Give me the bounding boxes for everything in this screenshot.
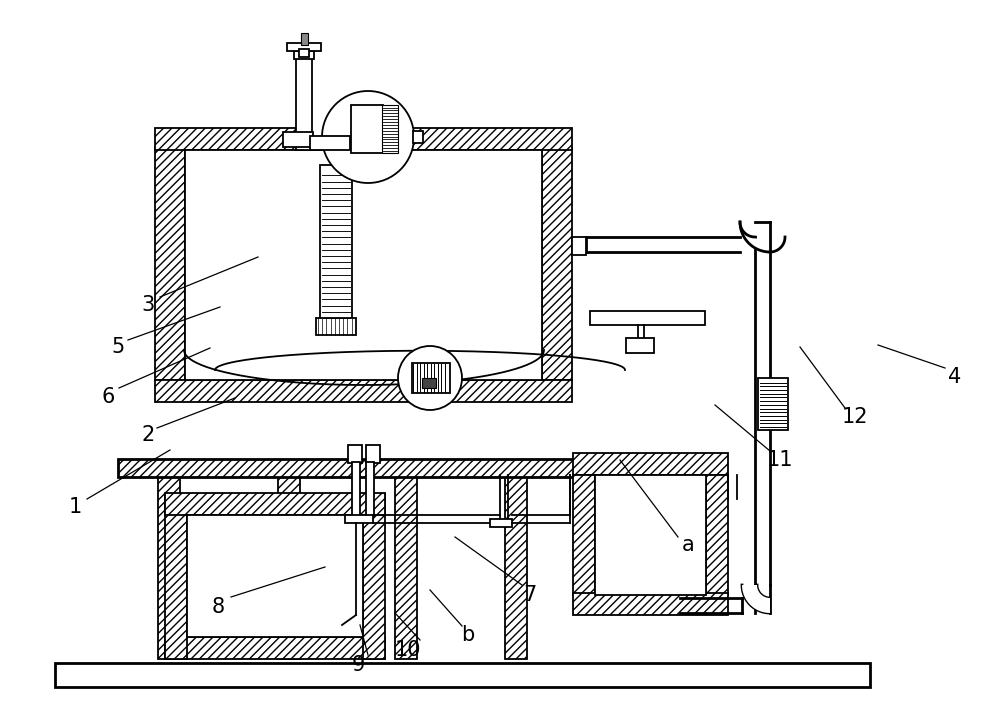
Bar [758, 378, 788, 430]
Bar [301, 33, 308, 45]
Bar [278, 477, 300, 659]
Bar [294, 51, 314, 59]
Text: 10: 10 [395, 640, 421, 660]
Bar [283, 132, 313, 147]
Bar [310, 136, 350, 150]
Bar [590, 311, 705, 325]
Bar [595, 475, 706, 595]
Bar [155, 128, 303, 150]
Bar [505, 477, 527, 659]
Bar [542, 148, 572, 380]
Bar [185, 150, 542, 380]
Bar [316, 318, 356, 335]
Text: 8: 8 [211, 597, 225, 617]
Bar [573, 453, 728, 475]
PathPatch shape [740, 222, 770, 252]
Text: 12: 12 [842, 407, 868, 427]
Bar [363, 494, 385, 659]
PathPatch shape [742, 585, 770, 613]
Text: 3: 3 [141, 295, 155, 315]
Bar [165, 494, 187, 659]
Text: a: a [682, 535, 694, 555]
Bar [165, 493, 385, 515]
Bar [299, 49, 309, 57]
Text: 6: 6 [101, 387, 115, 407]
Text: 5: 5 [111, 337, 125, 357]
Bar [413, 131, 423, 143]
Bar [366, 462, 374, 517]
Text: 7: 7 [523, 585, 537, 605]
Circle shape [322, 91, 414, 183]
Circle shape [398, 346, 462, 410]
Text: 4: 4 [948, 367, 962, 387]
Text: 9: 9 [351, 655, 365, 675]
Text: b: b [461, 625, 475, 645]
Bar [352, 462, 360, 517]
Bar [158, 477, 180, 659]
Bar [490, 519, 512, 527]
Bar [351, 105, 383, 153]
Bar [296, 55, 312, 150]
Bar [345, 515, 373, 523]
Bar [366, 445, 380, 463]
Bar [187, 515, 363, 637]
Bar [573, 593, 728, 615]
Bar [55, 663, 870, 687]
Bar [348, 445, 362, 463]
Text: 11: 11 [767, 450, 793, 470]
Bar [155, 380, 572, 402]
Bar [382, 105, 398, 153]
Bar [572, 237, 586, 255]
Bar [706, 475, 728, 595]
Bar [155, 148, 185, 380]
Bar [320, 165, 352, 320]
Text: 1: 1 [68, 497, 82, 517]
Bar [626, 338, 654, 353]
Bar [573, 475, 595, 595]
Bar [287, 43, 321, 51]
Bar [118, 459, 648, 477]
Bar [422, 378, 436, 388]
Bar [165, 637, 385, 659]
Bar [378, 128, 572, 150]
Bar [395, 477, 417, 659]
Bar [412, 363, 450, 393]
Text: 2: 2 [141, 425, 155, 445]
